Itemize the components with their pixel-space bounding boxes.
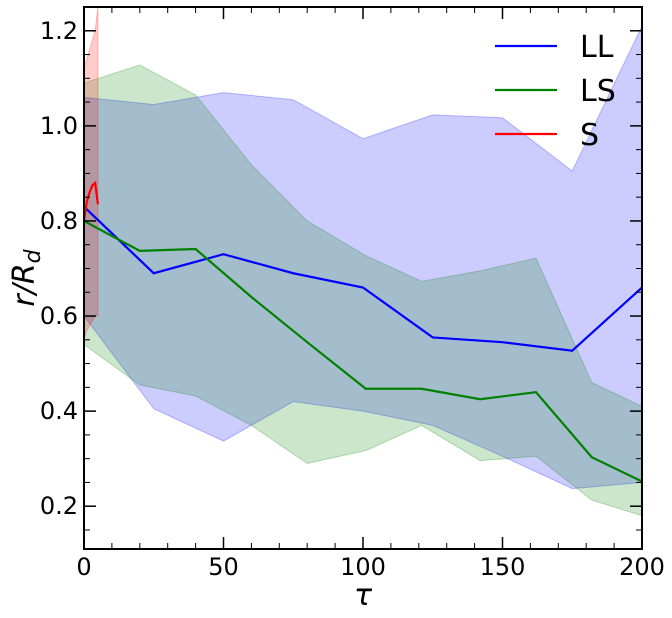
y-tick-label: 0.6 <box>40 302 78 330</box>
x-axis-label: τ <box>354 578 373 613</box>
y-tick-label: 0.8 <box>40 207 78 235</box>
legend-label-ls: LS <box>580 74 616 109</box>
y-axis-label-main: r/R <box>7 263 42 306</box>
line-ll <box>84 205 642 352</box>
y-tick-label: 0.4 <box>40 397 78 425</box>
band-s <box>84 7 99 340</box>
series-lines <box>84 180 642 483</box>
y-tick-label: 1.2 <box>40 17 78 45</box>
x-tick-label: 200 <box>619 553 665 581</box>
legend-label-s: S <box>580 118 599 153</box>
legend: LL LS S <box>495 30 616 153</box>
axis-ticks <box>83 7 643 549</box>
x-tick-label: 0 <box>76 553 91 581</box>
tick-labels: 0 50 100 150 200 0.2 0.4 0.6 0.8 1.0 1.2 <box>40 17 665 581</box>
band-ls <box>84 64 642 517</box>
y-axis-label: r/Rd <box>7 248 46 306</box>
x-tick-label: 100 <box>340 553 386 581</box>
line-ls <box>84 219 642 483</box>
x-tick-label: 150 <box>480 553 526 581</box>
legend-label-ll: LL <box>580 30 614 65</box>
confidence-bands <box>84 7 642 517</box>
x-tick-label: 50 <box>208 553 239 581</box>
y-tick-label: 1.0 <box>40 112 78 140</box>
y-tick-label: 0.2 <box>40 492 78 520</box>
band-ll <box>84 25 642 490</box>
y-axis-label-subscript: d <box>21 248 46 263</box>
line-s <box>84 180 100 222</box>
